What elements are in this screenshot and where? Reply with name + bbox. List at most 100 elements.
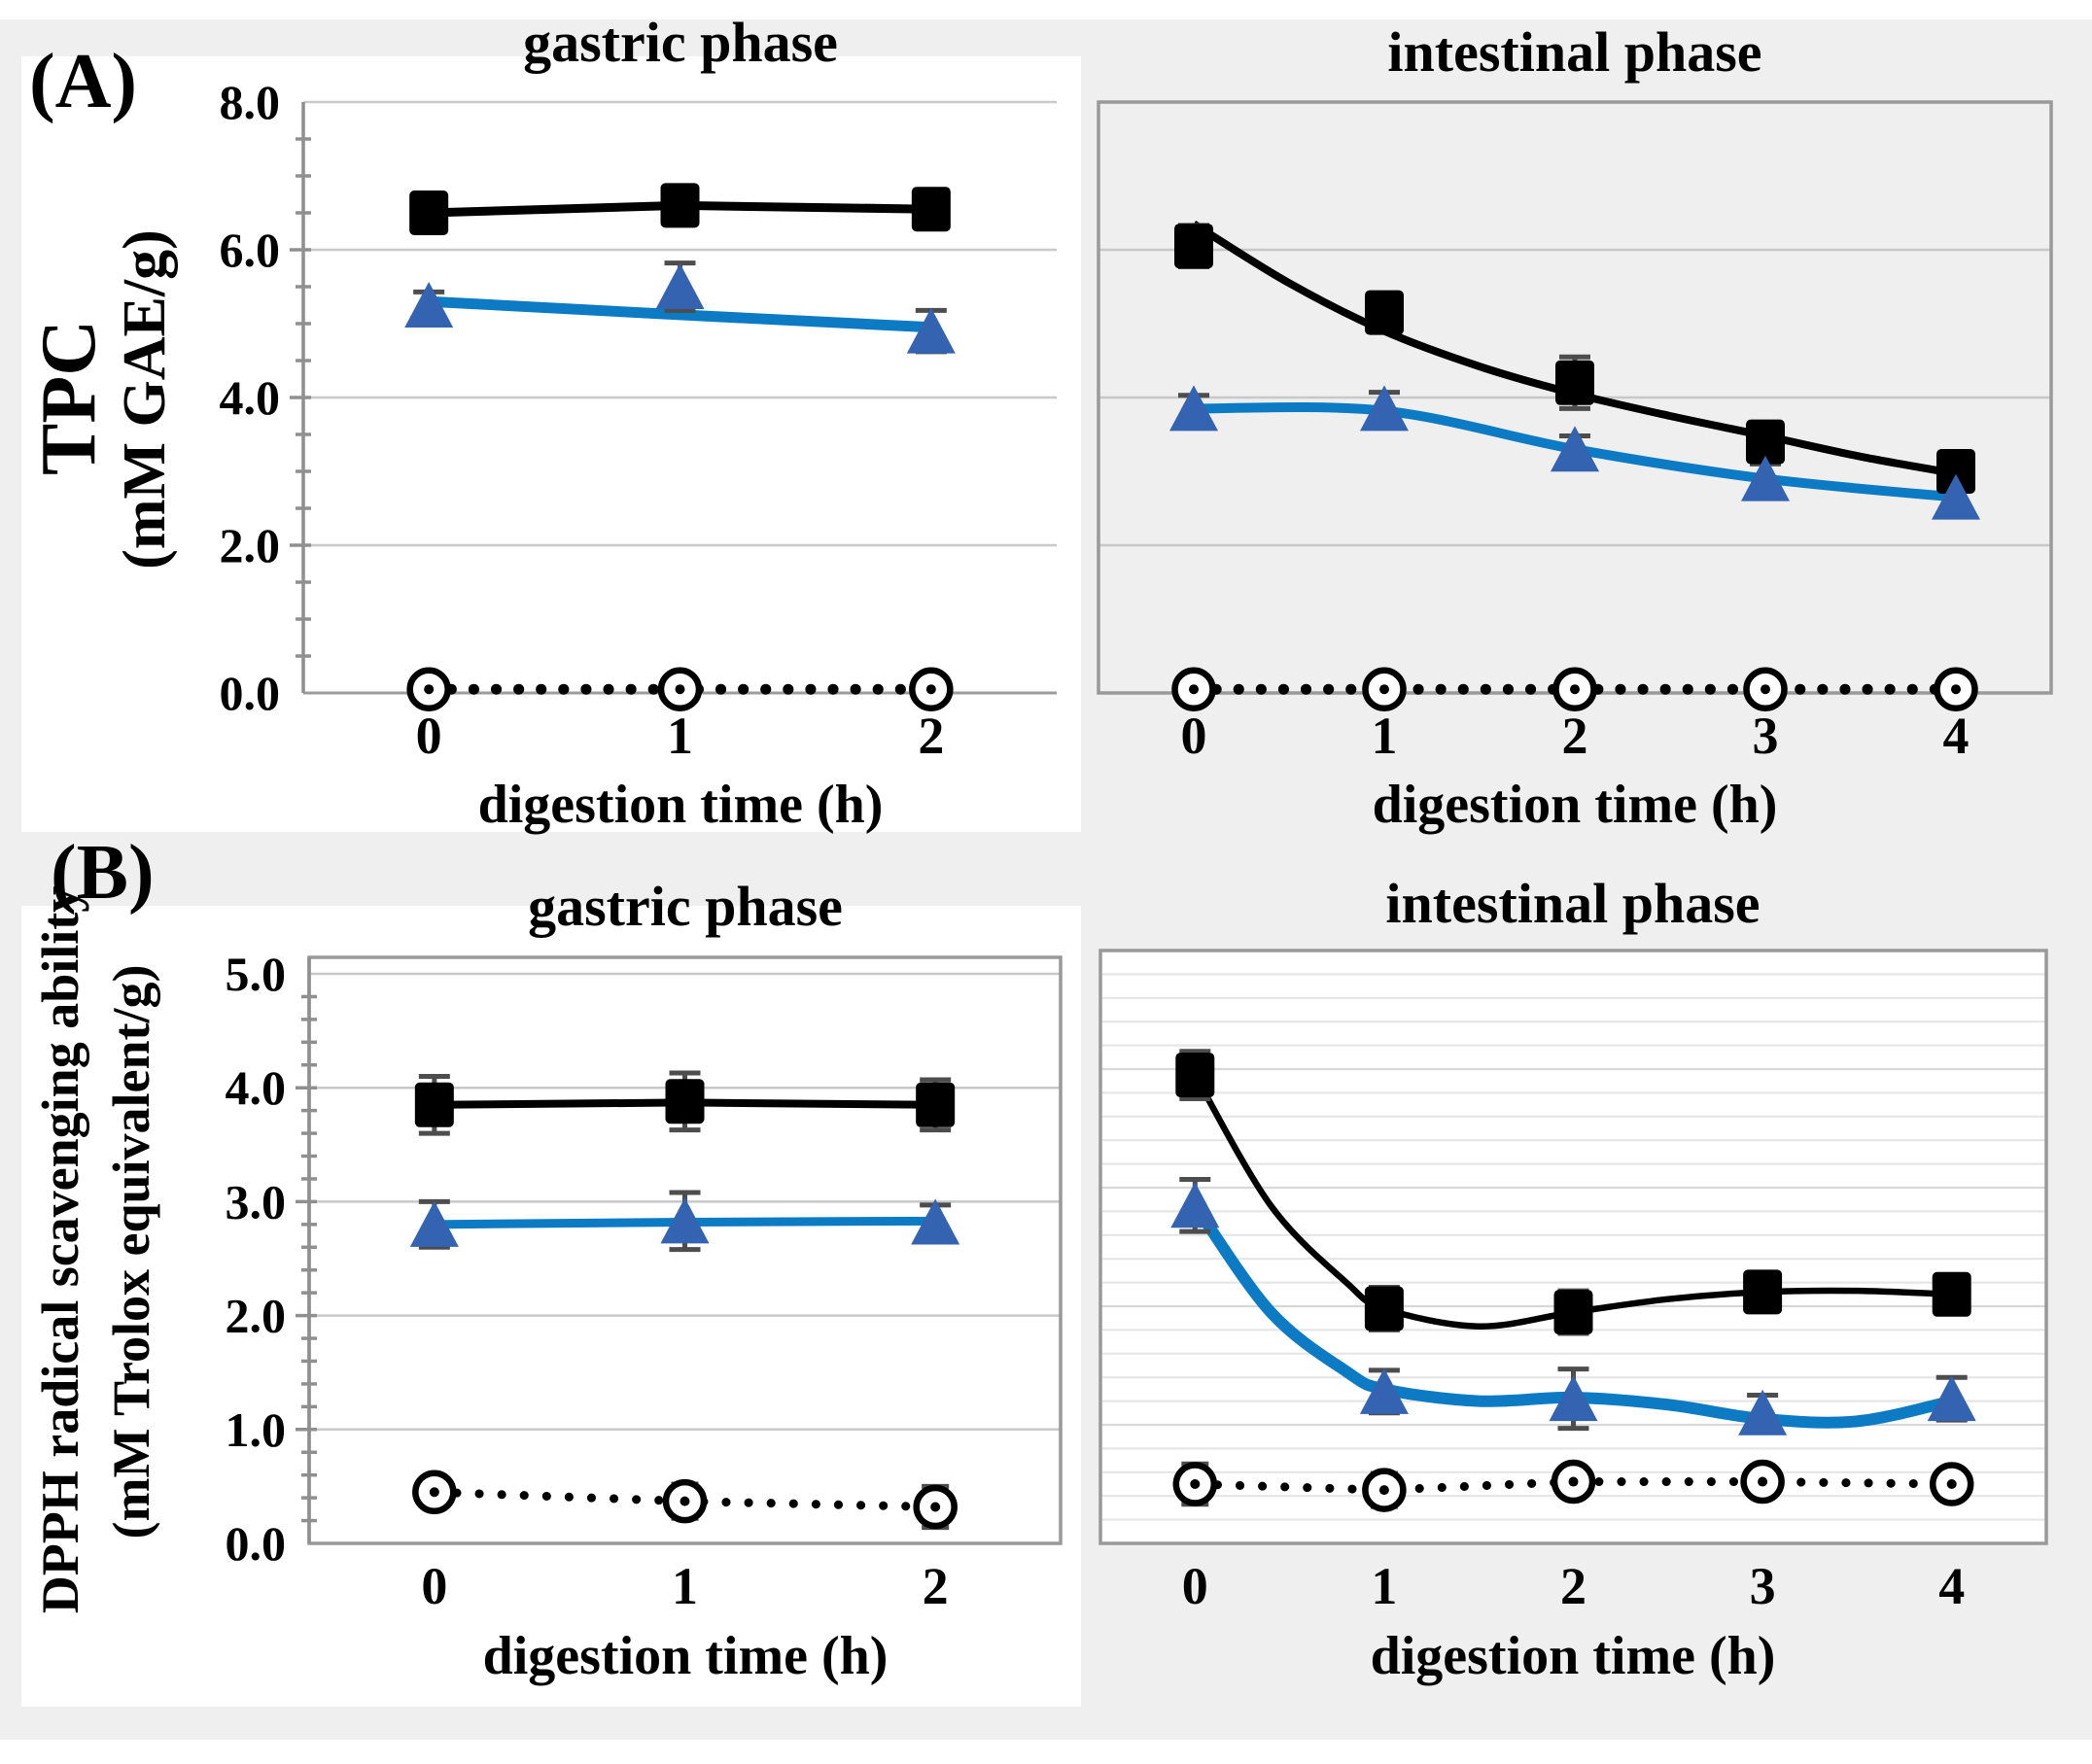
x-tick-label: 2 <box>1560 1557 1586 1615</box>
marker-blue-triangle <box>1169 385 1218 432</box>
marker-blue-triangle <box>911 1198 960 1245</box>
marker-black-square <box>1932 1271 1971 1317</box>
marker-circle-dot <box>1951 684 1961 695</box>
marker-black-square <box>665 1079 705 1124</box>
x-tick-label: 1 <box>1372 707 1398 765</box>
plot-area <box>1100 951 2046 1543</box>
x-tick-label: 1 <box>1371 1557 1397 1615</box>
marker-blue-triangle <box>1170 1182 1220 1228</box>
xlabel-tpc-intestinal: digestion time (h) <box>1372 775 1778 835</box>
marker-black-square <box>1746 419 1785 465</box>
xlabel-dpph-intestinal: digestion time (h) <box>1370 1626 1776 1686</box>
marker-circle-dot <box>1189 684 1199 695</box>
y-tick-label: 0.0 <box>220 666 281 720</box>
marker-black-square <box>414 1082 454 1127</box>
title-dpph-intestinal: intestinal phase <box>1385 872 1761 935</box>
marker-circle-dot <box>1190 1479 1201 1489</box>
ylabel-dpph-line1: DPPH radical scavenging ability <box>31 885 89 1614</box>
ylabel-tpc-line1: TPC <box>26 320 112 475</box>
series-line-blue-triangles <box>428 295 932 333</box>
x-tick-label: 4 <box>1938 1557 1965 1615</box>
marker-black-square <box>660 183 700 228</box>
x-tick-label: 2 <box>923 1557 949 1615</box>
marker-circle-dot <box>925 684 936 695</box>
marker-circle-dot <box>429 1487 439 1498</box>
marker-circle-dot <box>680 1496 690 1506</box>
marker-blue-triangle <box>1360 385 1409 432</box>
marker-blue-triangle <box>1549 1375 1598 1422</box>
x-tick-label: 2 <box>918 707 944 765</box>
marker-blue-triangle <box>1932 473 1980 520</box>
marker-black-square <box>1743 1269 1783 1315</box>
panel-a-label: (A) <box>29 39 138 124</box>
marker-black-square <box>1936 449 1975 494</box>
panel-b-label: (B) <box>51 830 155 916</box>
series-line-black-squares <box>1192 1073 1952 1330</box>
y-tick-label: 3.0 <box>226 1174 287 1228</box>
marker-black-square <box>409 190 449 235</box>
marker-circle-dot <box>1761 684 1770 695</box>
marker-circle-dot <box>930 1502 941 1512</box>
marker-black-square <box>1175 1053 1215 1098</box>
marker-circle-dot <box>1568 1476 1579 1487</box>
marker-blue-triangle <box>906 307 956 354</box>
marker-circle-dot <box>1378 1485 1389 1496</box>
y-tick-label: 2.0 <box>226 1289 287 1343</box>
marker-blue-triangle <box>1738 1389 1788 1435</box>
marker-circle-dot <box>1379 684 1389 695</box>
marker-black-square <box>916 1082 956 1127</box>
xlabel-tpc-gastric: digestion time (h) <box>477 775 884 835</box>
y-tick-label: 2.0 <box>220 518 281 572</box>
marker-blue-triangle <box>404 282 454 328</box>
y-tick-label: 0.0 <box>226 1516 287 1571</box>
x-tick-label: 0 <box>421 1557 447 1615</box>
xlabel-dpph-gastric: digestion time (h) <box>482 1626 889 1686</box>
title-tpc-gastric: gastric phase <box>523 11 838 74</box>
x-tick-label: 3 <box>1753 707 1779 765</box>
panel-dpph-intestinal: 0 1 2 3 4 <box>1098 949 2048 1615</box>
panel-dpph-gastric: 0.0 1.0 2.0 3.0 4.0 5.0 0 1 2 <box>226 947 1063 1615</box>
marker-blue-triangle <box>1359 1367 1409 1414</box>
y-tick-label: 4.0 <box>226 1060 287 1115</box>
marker-black-square <box>1365 290 1404 335</box>
marker-black-square <box>1555 360 1594 405</box>
marker-circle-dot <box>1946 1479 1957 1489</box>
title-tpc-intestinal: intestinal phase <box>1387 20 1762 84</box>
marker-blue-triangle <box>1927 1375 1976 1422</box>
series-line-blue-triangles <box>1190 1201 1954 1429</box>
x-tick-label: 3 <box>1750 1557 1776 1615</box>
y-tick-label: 8.0 <box>220 75 281 129</box>
marker-circle-dot <box>1758 1476 1768 1487</box>
marker-black-square <box>911 187 951 232</box>
x-tick-label: 0 <box>416 707 442 765</box>
x-tick-label: 1 <box>672 1557 698 1615</box>
marker-circle-dot <box>675 684 685 695</box>
y-tick-label: 1.0 <box>226 1402 287 1457</box>
title-dpph-gastric: gastric phase <box>528 875 843 938</box>
marker-black-square <box>1174 224 1213 269</box>
marker-black-square <box>1364 1286 1404 1332</box>
marker-blue-triangle <box>1741 455 1790 502</box>
marker-blue-triangle <box>655 263 705 309</box>
panel-tpc-gastric: 0.0 2.0 4.0 6.0 8.0 0 1 2 <box>220 75 1057 765</box>
ylabel-dpph-line2: (mM Trolox equivalent/g) <box>102 964 160 1539</box>
marker-circle-dot <box>424 684 435 695</box>
marker-blue-triangle <box>660 1197 710 1244</box>
x-tick-label: 4 <box>1943 707 1970 765</box>
marker-black-square <box>1553 1290 1593 1335</box>
ylabel-tpc-line2: (mM GAE/g) <box>112 229 178 570</box>
marker-blue-triangle <box>409 1200 459 1247</box>
x-tick-label: 1 <box>667 707 693 765</box>
x-tick-label: 0 <box>1181 707 1207 765</box>
x-tick-label: 0 <box>1182 1557 1208 1615</box>
marker-circle-dot <box>1570 684 1580 695</box>
marker-blue-triangle <box>1551 426 1599 472</box>
y-tick-label: 6.0 <box>220 223 281 277</box>
x-tick-label: 2 <box>1562 707 1588 765</box>
plot-border <box>1098 949 2048 1545</box>
panel-tpc-intestinal: 0 1 2 3 4 <box>1097 100 2053 765</box>
y-tick-label: 4.0 <box>220 370 281 425</box>
y-tick-label: 5.0 <box>226 947 287 1001</box>
